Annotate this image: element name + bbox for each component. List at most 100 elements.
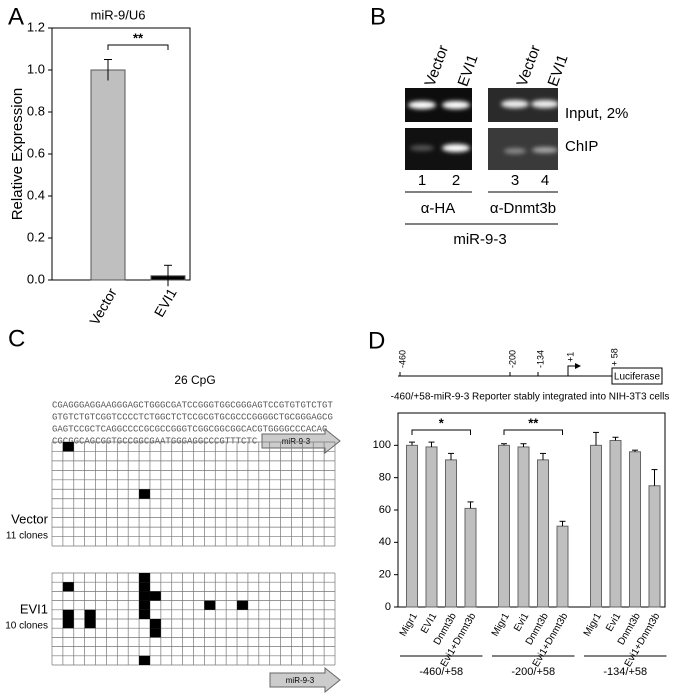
methylated-cpg xyxy=(139,655,150,665)
methylated-cpg xyxy=(139,600,150,610)
bar xyxy=(609,439,622,608)
x-tick-label: Migr1 xyxy=(582,611,604,639)
y-tick-label: 20 xyxy=(379,569,391,581)
x-tick-label: Vector xyxy=(86,285,120,328)
group-label: -460/+58 xyxy=(419,666,463,678)
chart-subtitle: -460/+58-miR-9-3 Reporter stably integra… xyxy=(391,392,670,403)
gel-band xyxy=(532,147,558,153)
significance-label: ** xyxy=(133,30,144,45)
y-tick-label: 0.0 xyxy=(27,271,45,286)
sequence-line: CGAGGGAGGAAGGGAGCTGGGCGATCCGGGTGGCGGGAGT… xyxy=(52,400,333,410)
gel-band xyxy=(504,148,526,154)
gel-band xyxy=(531,100,559,108)
y-tick-label: 0.2 xyxy=(27,229,45,244)
luciferase-box xyxy=(611,367,663,385)
gel-band xyxy=(408,101,436,109)
antibody-label: α-Dnmt3b xyxy=(490,200,556,217)
mir-arrow-label: miR-9-3 xyxy=(282,437,311,446)
promoter-position: -460 xyxy=(397,350,407,368)
x-tick-label: Migr1 xyxy=(490,611,512,639)
lane-header: Vector xyxy=(422,43,453,89)
bar xyxy=(425,446,438,608)
y-tick-label: 40 xyxy=(379,536,391,548)
x-tick-label: Evi1 xyxy=(512,611,531,634)
y-tick-label: 0.8 xyxy=(27,103,45,118)
methylated-cpg xyxy=(237,600,248,610)
y-tick-label: 80 xyxy=(379,472,391,484)
y-tick-label: 1.0 xyxy=(27,61,45,76)
y-axis-label: Relative Expression xyxy=(9,88,26,221)
significance-bracket xyxy=(107,44,169,50)
lane-header: EVI1 xyxy=(545,52,572,88)
methylated-cpg xyxy=(62,582,74,592)
bar xyxy=(445,459,457,608)
methylated-cpg xyxy=(204,600,216,610)
bar xyxy=(590,444,602,608)
gel-band xyxy=(442,101,470,109)
significance-bracket xyxy=(411,429,471,435)
antibody-label: α-HA xyxy=(421,200,456,217)
gel-row-label: ChIP xyxy=(565,138,598,155)
chart-title: miR-9/U6 xyxy=(91,7,146,22)
y-tick-label: 0 xyxy=(385,601,391,613)
lane-number: 3 xyxy=(511,172,519,189)
bar xyxy=(556,525,569,608)
sample-name: Vector xyxy=(11,511,49,526)
y-tick-label: 0.6 xyxy=(27,145,45,160)
methylated-cpg xyxy=(139,489,150,499)
methylated-cpg xyxy=(149,591,161,601)
significance-label: ** xyxy=(528,415,539,430)
gel-target: miR-9-3 xyxy=(453,231,506,248)
significance-label: * xyxy=(439,415,445,430)
lane-number: 2 xyxy=(452,172,460,189)
methylated-cpg xyxy=(84,609,96,619)
methylated-cpg xyxy=(149,628,161,638)
bar xyxy=(498,444,510,608)
group-label: -134/+58 xyxy=(603,666,647,678)
promoter-position: -200 xyxy=(507,350,517,368)
sample-clones: 10 clones xyxy=(5,621,48,632)
methylated-cpg xyxy=(139,582,150,592)
lane-header: EVI1 xyxy=(455,52,482,88)
lane-number: 4 xyxy=(541,172,549,189)
x-tick-label: Migr1 xyxy=(398,611,420,639)
methylated-cpg xyxy=(149,619,161,629)
y-tick-label: 0.4 xyxy=(27,187,45,202)
luciferase-label: Luciferase xyxy=(614,372,661,383)
bar xyxy=(629,451,641,608)
bar xyxy=(517,446,530,608)
bar xyxy=(90,69,126,281)
mir-arrow xyxy=(261,427,341,455)
sample-clones: 11 clones xyxy=(6,531,48,542)
bar xyxy=(406,444,418,608)
bar xyxy=(648,485,661,608)
gel-band xyxy=(410,145,434,151)
sequence-line: CGCGGCAGCGGTGCCGGCGAATGGGAGGCCCGTTTCTC xyxy=(52,436,258,446)
promoter-position: -134 xyxy=(535,350,545,368)
methylated-cpg xyxy=(139,573,150,583)
sample-name: EVI1 xyxy=(20,601,48,616)
tss-arrow xyxy=(567,363,581,376)
methylated-cpg xyxy=(84,619,96,629)
gel-band xyxy=(442,144,470,152)
gel-row-label: Input, 2% xyxy=(565,105,628,122)
bar xyxy=(464,507,477,608)
panel-label: A xyxy=(8,3,24,30)
methylated-cpg xyxy=(62,442,74,452)
panel-label: D xyxy=(368,327,385,354)
sequence-line: GAGTCCGCTCAGGCCCCGCGCCGGGTCGGCGGCGGCACGT… xyxy=(52,424,327,434)
mir-arrow-label: miR-9-3 xyxy=(286,676,315,685)
y-tick-label: 60 xyxy=(379,504,391,516)
panel-label: C xyxy=(8,325,25,352)
methylated-cpg xyxy=(62,609,74,619)
significance-bracket xyxy=(503,429,563,435)
y-tick-label: 1.2 xyxy=(27,19,45,34)
promoter-position: +1 xyxy=(565,352,575,362)
methylated-cpg xyxy=(62,619,74,629)
lane-header: Vector xyxy=(514,43,545,89)
panel-label: B xyxy=(370,3,386,30)
promoter-position: + 58 xyxy=(609,348,619,366)
gel-band xyxy=(501,100,529,108)
methylated-cpg xyxy=(139,609,150,619)
